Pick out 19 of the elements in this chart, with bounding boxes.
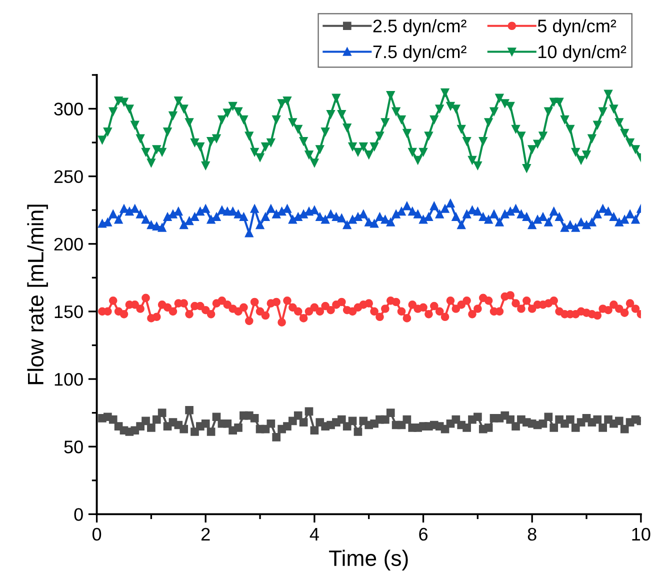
- y-tick-label: 150: [54, 305, 83, 318]
- x-tick-label: 0: [92, 528, 102, 541]
- y-tick-label: 0: [74, 508, 83, 521]
- y-tick-label: 300: [54, 102, 83, 116]
- y-tick-label: 50: [64, 440, 83, 454]
- legend-label: 2.5 dyn/cm²: [373, 19, 466, 36]
- x-tick-label: 10: [632, 528, 650, 541]
- y-axis-title: Flow rate [mL/min]: [27, 204, 48, 384]
- legend-label: 5 dyn/cm²: [538, 19, 616, 36]
- legend-label: 10 dyn/cm²: [538, 44, 626, 62]
- x-tick-label: 2: [202, 528, 210, 540]
- x-tick-label: 6: [419, 528, 428, 541]
- y-tick-label: 100: [54, 372, 83, 386]
- x-axis-title: Time (s): [329, 550, 408, 570]
- y-tick-label: 200: [54, 238, 83, 251]
- x-tick-label: 4: [310, 528, 319, 540]
- legend-label: 7.5 dyn/cm²: [373, 44, 466, 62]
- x-tick-label: 8: [528, 528, 536, 541]
- y-tick-label: 250: [54, 170, 83, 184]
